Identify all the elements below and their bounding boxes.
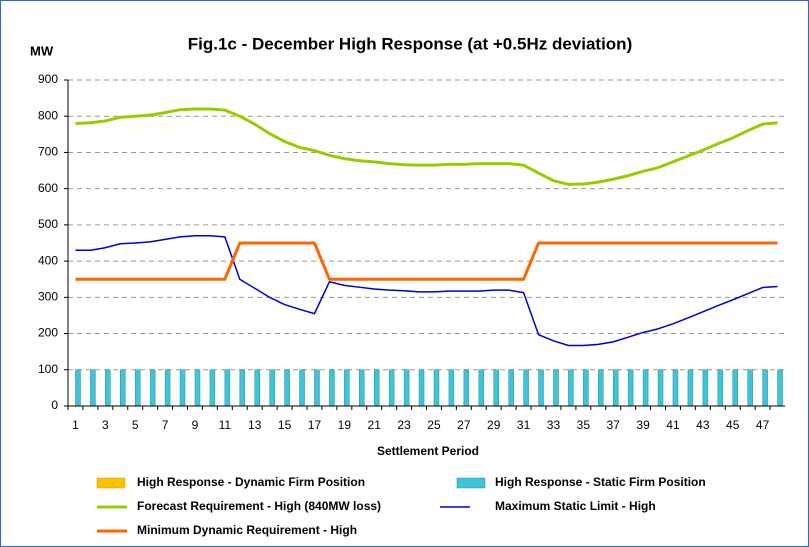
- x-tick-label: 29: [487, 418, 501, 432]
- bar: [388, 369, 395, 407]
- bar: [523, 369, 529, 407]
- y-tick-label: 300: [38, 290, 58, 304]
- bar: [373, 369, 380, 407]
- bar: [627, 369, 634, 407]
- bar: [194, 369, 201, 407]
- x-tick-label: 17: [308, 418, 322, 432]
- x-tick-label: 23: [397, 418, 411, 432]
- legend-label: Minimum Dynamic Requirement - High: [137, 523, 357, 537]
- bar: [90, 369, 96, 407]
- bar: [418, 369, 425, 407]
- bar: [403, 369, 410, 407]
- x-tick-label: 31: [517, 418, 531, 432]
- x-tick-label: 1: [72, 418, 79, 432]
- bar: [672, 369, 679, 407]
- x-tick-label: 41: [666, 418, 680, 432]
- y-tick-label: 500: [38, 217, 58, 231]
- bar: [657, 369, 664, 407]
- x-tick-label: 13: [248, 418, 262, 432]
- x-tick-label: 15: [278, 418, 292, 432]
- bar: [732, 369, 738, 407]
- x-tick-label: 35: [577, 418, 591, 432]
- y-tick-label: 600: [38, 181, 58, 195]
- x-tick-label: 19: [338, 418, 352, 432]
- x-tick-label: 45: [726, 418, 740, 432]
- x-tick-label: 3: [102, 418, 109, 432]
- y-tick-label: 700: [38, 145, 58, 159]
- y-tick-label: 400: [38, 253, 58, 267]
- x-tick-label: 25: [427, 418, 441, 432]
- bar: [583, 369, 589, 407]
- bar: [75, 369, 81, 407]
- y-tick-label: 900: [38, 72, 58, 86]
- bar: [254, 369, 260, 407]
- bar: [239, 369, 246, 407]
- bar: [209, 369, 216, 407]
- x-tick-label: 21: [368, 418, 382, 432]
- bar: [179, 369, 186, 407]
- bar: [493, 369, 499, 407]
- bar: [224, 369, 231, 407]
- bar: [448, 369, 455, 407]
- x-tick-label: 37: [607, 418, 621, 432]
- bar: [314, 369, 320, 407]
- legend-label: High Response - Static Firm Position: [495, 475, 706, 489]
- y-axis-label: MW: [30, 43, 54, 58]
- legend-label: Maximum Static Limit - High: [495, 499, 656, 513]
- line-series: [75, 107, 778, 186]
- x-tick-label: 39: [636, 418, 650, 432]
- bar: [463, 369, 470, 407]
- y-tick-label: 0: [51, 398, 58, 412]
- bar: [598, 369, 604, 407]
- bar: [568, 369, 574, 407]
- bar: [359, 369, 365, 407]
- x-tick-label: 9: [192, 418, 199, 432]
- chart-title: Fig.1c - December High Response (at +0.5…: [188, 34, 632, 53]
- legend-swatch: [456, 477, 486, 489]
- bar: [284, 369, 290, 407]
- line-series: [75, 241, 778, 281]
- bar: [762, 369, 768, 407]
- bar: [538, 369, 544, 407]
- bar: [164, 369, 171, 407]
- bar: [344, 369, 350, 407]
- x-tick-label: 33: [547, 418, 561, 432]
- bar: [120, 369, 126, 407]
- bar: [553, 369, 559, 407]
- x-tick-label: 47: [756, 418, 770, 432]
- bar: [717, 369, 724, 407]
- x-tick-label: 5: [132, 418, 139, 432]
- x-tick-label: 27: [457, 418, 471, 432]
- bar: [642, 369, 649, 407]
- x-tick-label: 43: [696, 418, 710, 432]
- y-tick-label: 100: [38, 362, 58, 376]
- bar: [329, 369, 335, 407]
- y-tick-label: 800: [38, 108, 58, 122]
- legend-swatch: [96, 477, 126, 489]
- x-tick-label: 7: [162, 418, 169, 432]
- bar: [299, 369, 305, 407]
- legend-label: High Response - Dynamic Firm Position: [137, 475, 365, 489]
- bar: [433, 369, 440, 407]
- x-axis-label: Settlement Period: [377, 444, 479, 458]
- bar: [687, 369, 694, 407]
- line-series: [75, 235, 778, 347]
- bar: [478, 369, 485, 407]
- bar: [702, 369, 709, 407]
- bar: [777, 369, 783, 407]
- bar: [269, 369, 275, 407]
- bar: [149, 369, 156, 407]
- y-tick-label: 200: [38, 326, 58, 340]
- bar: [612, 369, 619, 407]
- bar: [747, 369, 753, 407]
- legend-label: Forecast Requirement - High (840MW loss): [137, 499, 381, 513]
- bar: [105, 369, 111, 407]
- bar: [134, 369, 141, 407]
- x-tick-label: 11: [219, 418, 232, 432]
- bar: [508, 369, 514, 407]
